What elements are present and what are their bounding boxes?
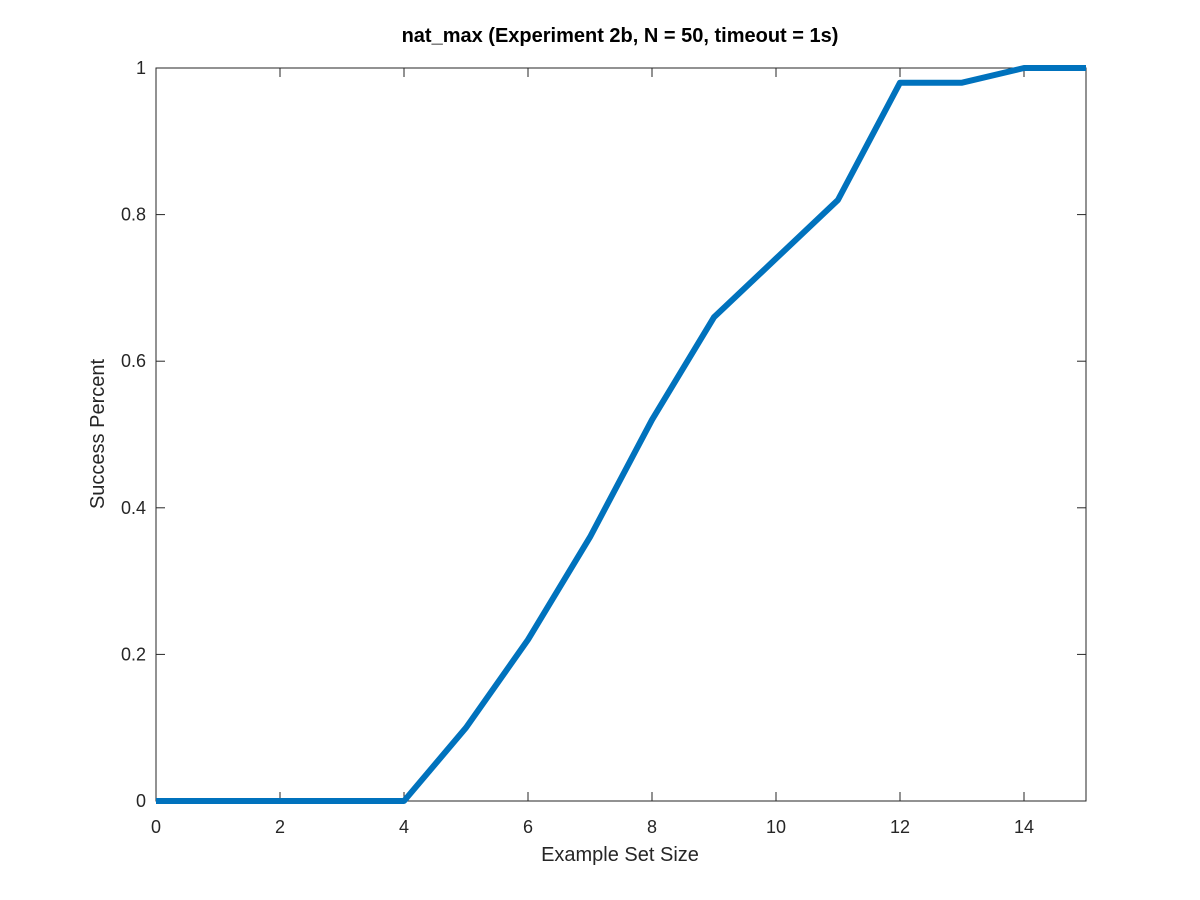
y-tick-label: 1 <box>136 58 146 78</box>
x-tick-label: 0 <box>151 817 161 837</box>
x-tick-label: 14 <box>1014 817 1034 837</box>
x-tick-label: 6 <box>523 817 533 837</box>
y-tick-label: 0 <box>136 791 146 811</box>
chart-title: nat_max (Experiment 2b, N = 50, timeout … <box>402 25 839 47</box>
x-tick-label: 12 <box>890 817 910 837</box>
x-tick-label: 10 <box>766 817 786 837</box>
y-tick-label: 0.2 <box>121 644 146 664</box>
x-tick-label: 4 <box>399 817 409 837</box>
plot-frame <box>155 67 1087 802</box>
plot-area: 0 2 4 6 8 10 12 14 0 0.2 0.4 0.6 0.8 1 <box>121 58 1087 837</box>
x-axis-title: Example Set Size <box>541 844 699 866</box>
y-tick-label: 0.8 <box>121 205 146 225</box>
y-tick-label: 0.6 <box>121 351 146 371</box>
x-tick-label: 8 <box>647 817 657 837</box>
y-axis-title: Success Percent <box>87 359 109 510</box>
x-tick-label: 2 <box>275 817 285 837</box>
series-line <box>156 65 1086 804</box>
y-tick-label: 0.4 <box>121 498 146 518</box>
